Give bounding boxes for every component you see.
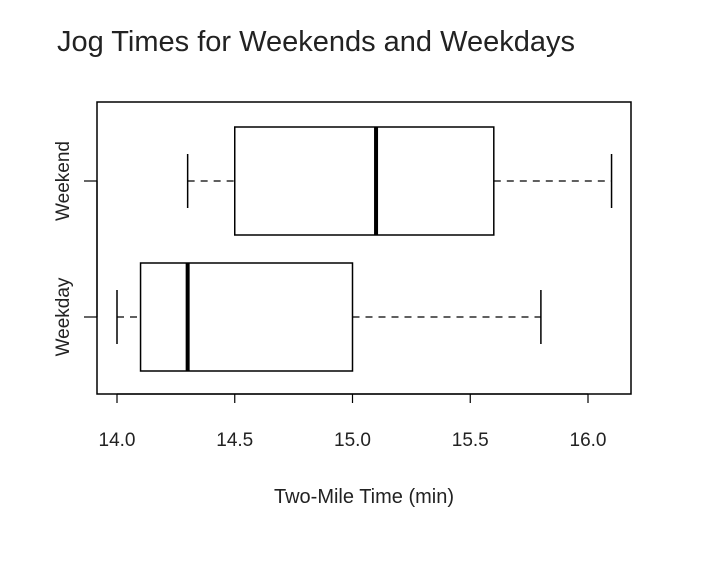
x-tick-label: 14.0: [99, 430, 136, 451]
x-axis-label: Two-Mile Time (min): [274, 486, 454, 508]
y-tick-label: Weekend: [53, 141, 74, 221]
y-ticks: Weekend Weekday: [53, 141, 97, 356]
x-tick-label: 16.0: [570, 430, 607, 451]
iqr-box: [139, 262, 354, 372]
chart-title: Jog Times for Weekends and Weekdays: [57, 26, 575, 58]
x-ticks: 14.0 14.5 15.0 15.5 16.0: [99, 394, 607, 451]
box-weekend: [186, 126, 613, 236]
x-tick-label: 14.5: [216, 430, 253, 451]
y-tick-label: Weekday: [53, 277, 74, 356]
box-weekday: [116, 262, 542, 372]
boxes: [116, 126, 613, 372]
iqr-box: [234, 126, 495, 236]
x-tick-label: 15.5: [452, 430, 489, 451]
x-tick-label: 15.0: [334, 430, 371, 451]
